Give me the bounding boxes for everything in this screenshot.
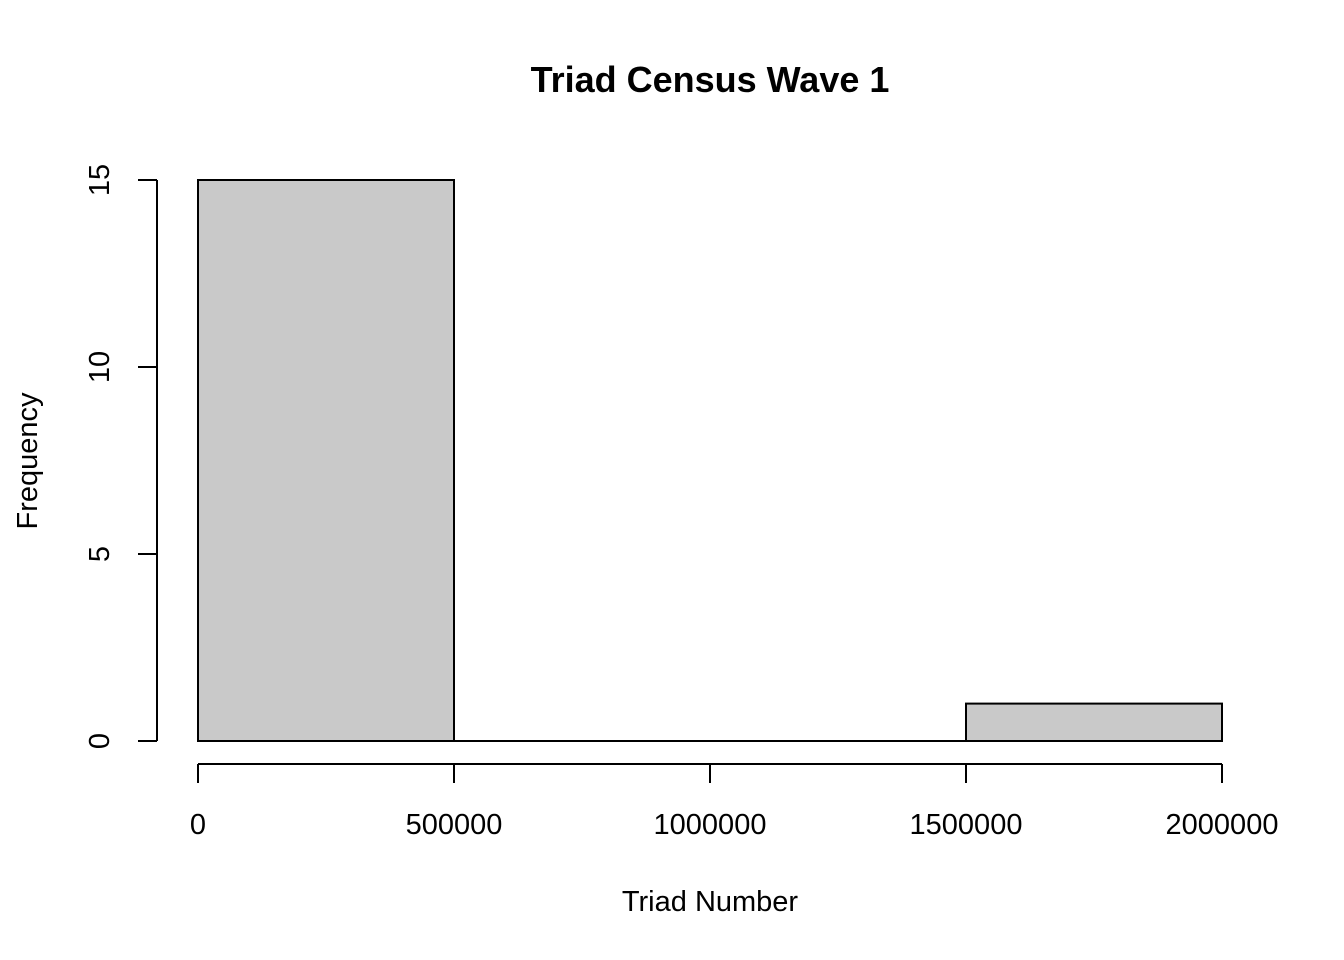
y-axis-label: Frequency: [12, 392, 44, 530]
y-tick-label-1: 5: [84, 546, 116, 562]
y-axis: 0 5 10 15: [84, 164, 158, 749]
x-axis: 0 500000 1000000 1500000 2000000: [190, 763, 1279, 841]
bar-0: [197, 179, 455, 742]
x-tick-label-3: 1500000: [910, 809, 1023, 841]
x-axis-label: Triad Number: [622, 886, 799, 918]
y-tick-label-0: 0: [84, 733, 116, 749]
x-tick-label-4: 2000000: [1166, 809, 1279, 841]
x-tick-label-1: 500000: [406, 809, 503, 841]
chart-title: Triad Census Wave 1: [531, 59, 890, 100]
y-tick-label-3: 15: [84, 164, 116, 196]
x-tick-label-0: 0: [190, 809, 206, 841]
bar-3: [965, 702, 1223, 742]
y-tick-label-2: 10: [84, 351, 116, 383]
bars-group: [197, 179, 1223, 742]
x-tick-label-2: 1000000: [654, 809, 767, 841]
